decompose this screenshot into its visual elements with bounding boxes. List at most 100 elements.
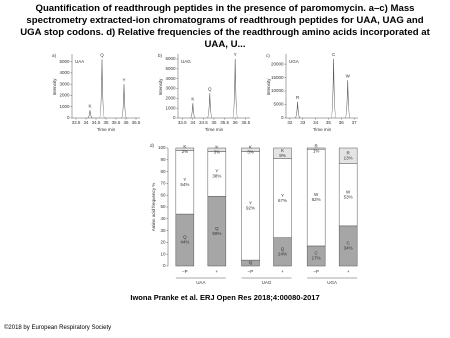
- trace-label: UAA: [75, 59, 84, 64]
- peak-label: Y: [234, 52, 237, 57]
- panel-label: c): [266, 53, 270, 58]
- segment-label: 13%: [344, 155, 353, 160]
- y-tick-label: 50: [160, 204, 166, 209]
- segment-name: K: [281, 148, 284, 153]
- y-tick-label: 30: [160, 228, 166, 233]
- bar-segment: [175, 147, 195, 151]
- x-tick-label: 32: [287, 120, 293, 125]
- y-tick-label: 5000: [59, 59, 70, 64]
- peak-label: Q: [208, 87, 212, 92]
- x-tick-label: +: [281, 269, 284, 274]
- x-tick-label: +: [347, 269, 350, 274]
- bar-segment: [207, 147, 227, 152]
- y-tick-label: 10000: [271, 88, 284, 93]
- x-axis-label: Time min: [313, 127, 332, 132]
- peak: [121, 84, 127, 119]
- segment-label: 24%: [278, 252, 287, 257]
- segment-name: R: [315, 143, 319, 148]
- peak-label: K: [191, 96, 194, 101]
- peak: [294, 101, 301, 119]
- y-tick-label: 15000: [271, 75, 284, 80]
- citation: Iwona Pranke et al. ERJ Open Res 2018;4:…: [130, 293, 320, 302]
- segment-name: Q: [183, 235, 187, 240]
- segment-label: 53%: [344, 194, 353, 199]
- segment-label: 2%: [182, 149, 189, 154]
- segment-name: Y: [183, 177, 186, 182]
- peak-label: W: [346, 73, 351, 78]
- panel-label: a): [52, 53, 57, 58]
- peak: [190, 103, 196, 119]
- peak-label: Q: [100, 53, 104, 58]
- x-tick-label: –P: [248, 269, 254, 274]
- group-label: UAG: [262, 280, 272, 285]
- segment-label: 44%: [180, 240, 189, 245]
- bar-segment: [241, 147, 260, 152]
- segment-label: 1%: [313, 148, 320, 153]
- x-tick-label: 34.5: [92, 120, 101, 125]
- x-tick-label: –P: [313, 269, 319, 274]
- bar-segment: [306, 147, 326, 150]
- segment-label: 34%: [344, 246, 353, 251]
- y-axis-label: Intensity: [158, 78, 163, 96]
- panel-label: d): [150, 143, 155, 148]
- peak: [206, 93, 213, 119]
- x-tick-label: 36: [339, 120, 345, 125]
- segment-label: 92%: [246, 206, 255, 211]
- segment-name: Q: [249, 260, 253, 265]
- y-tick-label: 2000: [59, 93, 70, 98]
- y-tick-label: 4000: [59, 70, 70, 75]
- x-tick-label: 36.5: [132, 120, 141, 125]
- y-axis-label: Intensity: [52, 78, 57, 96]
- y-tick-label: 100: [158, 145, 166, 150]
- y-tick-label: 10: [160, 251, 166, 256]
- segment-label: 54%: [180, 182, 189, 187]
- x-tick-label: 36: [123, 120, 129, 125]
- segment-label: 3%: [247, 149, 254, 154]
- segment-name: Q: [281, 247, 285, 252]
- segment-name: W: [346, 189, 351, 194]
- segment-label: 82%: [312, 197, 321, 202]
- panel-label: b): [158, 53, 163, 58]
- x-tick-label: 35.5: [112, 120, 121, 125]
- y-tick-label: 3000: [165, 86, 176, 91]
- x-tick-label: 36: [233, 120, 239, 125]
- y-axis-label: Amino acid frequency %: [151, 183, 156, 232]
- segment-name: Y: [249, 201, 252, 206]
- y-tick-label: 0: [163, 263, 166, 268]
- x-tick-label: 36.5: [241, 120, 250, 125]
- peak: [344, 80, 351, 119]
- segment-label: 3%: [214, 149, 221, 154]
- segment-name: Q: [215, 226, 219, 231]
- y-tick-label: 6000: [165, 56, 176, 61]
- x-tick-label: 34.5: [199, 120, 208, 125]
- x-tick-label: 33: [300, 120, 306, 125]
- segment-label: 9%: [279, 153, 286, 158]
- y-tick-label: 80: [160, 169, 166, 174]
- segment-name: Y: [215, 169, 218, 174]
- x-tick-label: 34: [83, 120, 89, 125]
- y-tick-label: 1000: [59, 104, 70, 109]
- y-tick-label: 20: [160, 240, 166, 245]
- trace-label: UAG: [181, 59, 191, 64]
- x-tick-label: 37: [352, 120, 358, 125]
- segment-label: 38%: [212, 174, 221, 179]
- peak-label: K: [88, 103, 91, 108]
- y-tick-label: 0: [67, 115, 70, 120]
- segment-name: W: [314, 192, 319, 197]
- x-tick-label: 33.5: [178, 120, 187, 125]
- y-tick-label: 60: [160, 192, 166, 197]
- x-tick-label: –P: [182, 269, 188, 274]
- peak-label: C: [332, 52, 336, 57]
- y-tick-label: 0: [173, 115, 176, 120]
- x-axis-label: Time min: [205, 127, 224, 132]
- segment-name: K: [215, 144, 218, 149]
- y-tick-label: 90: [160, 157, 166, 162]
- y-tick-label: 2000: [165, 96, 176, 101]
- segment-name: R: [347, 150, 351, 155]
- x-tick-label: 35: [103, 120, 109, 125]
- segment-name: K: [249, 144, 252, 149]
- y-tick-label: 0: [281, 115, 284, 120]
- segment-label: 67%: [278, 198, 287, 203]
